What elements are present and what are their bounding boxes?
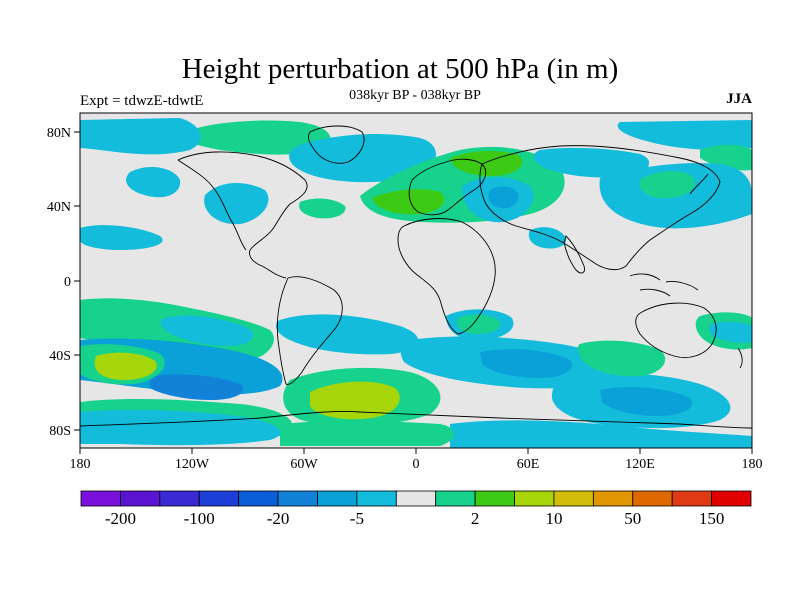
lon-tick-label: 0 bbox=[413, 457, 420, 472]
axis-ticks bbox=[74, 131, 753, 454]
colorbar-swatch bbox=[514, 490, 555, 507]
lat-tick-label: 40S bbox=[49, 349, 71, 364]
coast-south-america bbox=[276, 276, 343, 385]
colorbar bbox=[80, 490, 752, 507]
colorbar-swatch bbox=[553, 490, 594, 507]
colorbar-label: -200 bbox=[105, 509, 136, 528]
colorbar-label: -20 bbox=[267, 509, 290, 528]
coast-japan bbox=[689, 173, 709, 195]
colorbar-label: 10 bbox=[545, 509, 562, 528]
coast-antarctica bbox=[80, 411, 752, 429]
contour-arctic-cyan-left bbox=[80, 118, 201, 155]
colorbar-swatch bbox=[277, 490, 318, 507]
lon-tick-label: 180 bbox=[70, 457, 91, 472]
contour-south-atlantic-cyan bbox=[275, 314, 419, 355]
lon-tick-label: 120W bbox=[175, 457, 210, 472]
coast-europe bbox=[408, 158, 487, 216]
contour-s-pacific-blue bbox=[150, 374, 244, 400]
contour-central-asia-blue bbox=[488, 186, 519, 209]
colorbar-swatch bbox=[198, 490, 240, 507]
coast-greenland bbox=[307, 125, 365, 164]
contour-w-pacific-cyan bbox=[709, 321, 752, 343]
colorbar-label: 150 bbox=[699, 509, 725, 528]
colorbar-label: 50 bbox=[624, 509, 641, 528]
contour-indian-ocean-darkcyan bbox=[480, 349, 573, 378]
colorbar-swatch bbox=[80, 490, 121, 507]
lon-tick-label: 60W bbox=[290, 457, 318, 472]
colorbar-swatch bbox=[474, 490, 515, 507]
season-label: JJA bbox=[726, 91, 752, 107]
coastlines bbox=[80, 125, 752, 429]
lat-tick-label: 40N bbox=[47, 200, 71, 215]
colorbar-label: -5 bbox=[350, 509, 364, 528]
coast-se-asia-islands bbox=[629, 273, 699, 297]
contour-n-atlantic-cyan bbox=[289, 134, 437, 183]
colorbar-swatch bbox=[711, 490, 752, 507]
lon-tick-label: 120E bbox=[625, 457, 655, 472]
coast-new-zealand bbox=[737, 347, 743, 369]
contour-pacific-cyan-left bbox=[80, 225, 163, 250]
colorbar-swatch bbox=[120, 490, 161, 507]
coast-north-america bbox=[177, 151, 308, 279]
contour-na-green-small bbox=[299, 198, 346, 219]
map-title: Height perturbation at 500 hPa (in m) bbox=[181, 53, 619, 85]
map-subtitle: 038kyr BP - 038kyr BP bbox=[349, 88, 481, 103]
contour-north-europe-darkgreen bbox=[450, 150, 523, 176]
lon-tick-label: 60E bbox=[517, 457, 540, 472]
contour-arctic-cyan-right bbox=[617, 120, 752, 150]
colorbar-swatch bbox=[356, 490, 397, 507]
colorbar-swatch bbox=[317, 490, 358, 507]
contour-antarctica-green-left bbox=[280, 421, 455, 446]
height-anomaly-field bbox=[80, 118, 752, 448]
lat-tick-label: 80S bbox=[49, 424, 71, 439]
contour-aus-green bbox=[577, 340, 666, 377]
lat-tick-label: 80N bbox=[47, 126, 71, 141]
colorbar-swatch bbox=[592, 490, 634, 507]
colorbar-swatch bbox=[435, 490, 476, 507]
contour-east-asia-green bbox=[639, 171, 695, 199]
colorbar-swatch bbox=[395, 490, 437, 507]
colorbar-label: 2 bbox=[471, 509, 480, 528]
contour-s-ocean-darkcyan bbox=[600, 387, 693, 416]
contour-south-atlantic-yellowgreen bbox=[310, 381, 400, 420]
contour-s-pacific-cyan-top bbox=[160, 315, 254, 346]
colorbar-swatch bbox=[159, 490, 200, 507]
contour-antarctic-cyan-band bbox=[80, 410, 281, 446]
map-panel bbox=[79, 112, 753, 449]
contour-na-cyan-1 bbox=[204, 183, 269, 225]
contour-antarctica-cyan-right bbox=[450, 420, 752, 448]
longitude-labels: 180 120W 60W 0 60E 120E 180 bbox=[70, 457, 763, 472]
contour-arctic-green bbox=[180, 120, 331, 155]
colorbar-label: -100 bbox=[184, 509, 215, 528]
colorbar-swatch bbox=[632, 490, 673, 507]
colorbar-swatch bbox=[671, 490, 712, 507]
lon-tick-label: 180 bbox=[742, 457, 763, 472]
latitude-labels: 80N 40N 0 40S 80S bbox=[47, 126, 71, 439]
colorbar-labels: -200 -100 -20 -5 2 10 50 150 bbox=[105, 509, 725, 528]
contour-na-cyan-2 bbox=[126, 166, 181, 198]
colorbar-swatch bbox=[238, 490, 279, 507]
coast-asia bbox=[479, 145, 721, 271]
experiment-label: Expt = tdwzE-tdwtE bbox=[80, 93, 204, 109]
lat-tick-label: 0 bbox=[64, 275, 71, 290]
coast-africa bbox=[397, 218, 496, 335]
coast-india bbox=[563, 235, 585, 274]
coast-australia bbox=[635, 302, 717, 358]
contour-asia-cyan-band bbox=[533, 147, 650, 178]
contour-europe-darkgreen bbox=[372, 189, 445, 215]
contour-s-pacific-yellowgreen bbox=[94, 352, 157, 380]
